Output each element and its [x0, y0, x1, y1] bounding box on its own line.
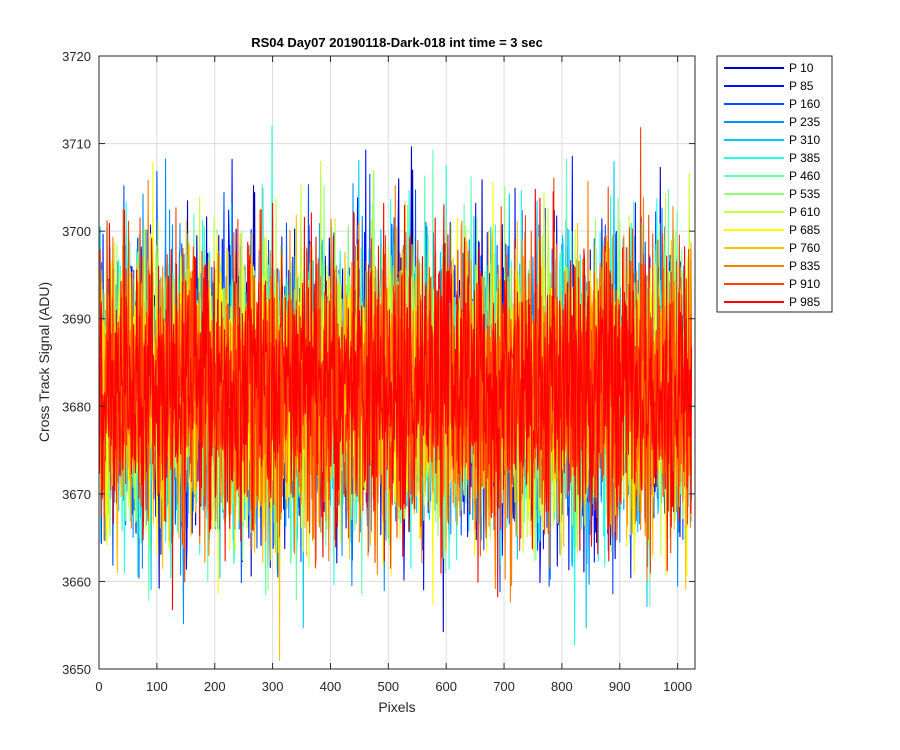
y-tick-label: 3710	[62, 137, 91, 152]
x-tick-label: 200	[204, 679, 226, 694]
legend-label: P 760	[789, 241, 820, 255]
legend-box	[716, 55, 833, 313]
series-lines	[99, 125, 693, 661]
legend-label: P 610	[789, 205, 820, 219]
x-tick-label: 1000	[663, 679, 692, 694]
legend-label: P 10	[789, 61, 814, 75]
x-tick-label: 900	[609, 679, 631, 694]
legend-label: P 460	[789, 169, 820, 183]
legend-label: P 910	[789, 277, 820, 291]
legend-label: P 85	[789, 79, 814, 93]
y-tick-label: 3670	[62, 487, 91, 502]
legend-label: P 835	[789, 259, 820, 273]
legend-label: P 685	[789, 223, 820, 237]
x-tick-label: 700	[493, 679, 515, 694]
y-tick-label: 3660	[62, 574, 91, 589]
y-tick-label: 3650	[62, 662, 91, 677]
x-tick-label: 0	[95, 679, 102, 694]
legend-label: P 535	[789, 187, 820, 201]
legend-label: P 385	[789, 151, 820, 165]
chart-title: RS04 Day07 20190118-Dark-018 int time = …	[251, 35, 543, 50]
y-tick-label: 3680	[62, 399, 91, 414]
y-tick-label: 3690	[62, 312, 91, 327]
axis-ticks: 0 100 200 300 400 500 600 700 800 900 1000 3650 3660…	[62, 49, 695, 694]
y-axis-label: Cross Track Signal (ADU)	[36, 282, 52, 442]
x-tick-label: 300	[262, 679, 284, 694]
x-tick-label: 400	[320, 679, 342, 694]
x-tick-label: 500	[377, 679, 399, 694]
x-axis-label: Pixels	[378, 699, 415, 715]
y-tick-label: 3720	[62, 49, 91, 64]
legend-label: P 310	[789, 133, 820, 147]
x-tick-label: 600	[435, 679, 457, 694]
y-tick-label: 3700	[62, 224, 91, 239]
x-tick-label: 800	[551, 679, 573, 694]
series-line-p-985	[99, 188, 693, 611]
plot-frame	[98, 55, 696, 670]
x-tick-label: 100	[146, 679, 168, 694]
legend-label: P 985	[789, 295, 820, 309]
legend: P 10 P 85 P 160 P 235 P 310 P 385 P 460 P 535 P …	[716, 55, 833, 313]
legend-label: P 235	[789, 115, 820, 129]
legend-label: P 160	[789, 97, 820, 111]
